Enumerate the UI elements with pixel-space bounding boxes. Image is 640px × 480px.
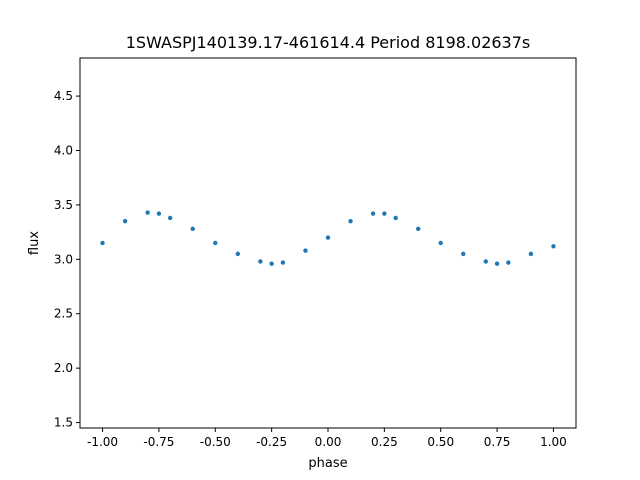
data-point xyxy=(167,215,173,221)
data-point xyxy=(100,240,105,246)
x-tick-label: -0.25 xyxy=(256,435,287,449)
x-axis-label: phase xyxy=(308,456,347,471)
x-tick-label: 1.00 xyxy=(540,435,567,449)
data-point xyxy=(415,226,421,232)
scatter-points xyxy=(100,210,556,266)
x-tick-label: -0.75 xyxy=(143,435,174,449)
x-tick-label: 0.25 xyxy=(371,435,398,449)
data-point xyxy=(145,210,150,215)
data-point xyxy=(280,260,286,265)
data-point xyxy=(348,219,353,224)
data-point xyxy=(156,211,162,216)
y-tick-label: 2.5 xyxy=(54,307,73,321)
y-axis: 1.5 2.0 2.5 3.0 3.5 4.0 4.5 xyxy=(54,89,80,430)
data-point xyxy=(528,251,534,257)
y-tick-label: 4.0 xyxy=(54,144,73,158)
x-tick-label: -1.00 xyxy=(87,435,118,449)
data-point xyxy=(258,259,263,264)
y-tick-label: 4.5 xyxy=(54,89,73,103)
data-point xyxy=(494,261,500,266)
y-tick-label: 2.0 xyxy=(54,361,73,375)
y-tick-label: 3.5 xyxy=(54,198,73,212)
y-tick-label: 3.0 xyxy=(54,252,73,266)
x-tick-label: 0.00 xyxy=(315,435,342,449)
data-point xyxy=(370,211,376,216)
data-point xyxy=(393,215,398,221)
data-point xyxy=(461,251,466,257)
data-point xyxy=(382,211,387,216)
y-axis-label: flux xyxy=(27,231,42,255)
data-point xyxy=(551,244,556,249)
data-point xyxy=(483,259,489,264)
chart-title: 1SWASPJ140139.17-461614.4 Period 8198.02… xyxy=(126,33,531,52)
data-point xyxy=(303,248,308,253)
x-tick-label: 0.75 xyxy=(484,435,511,449)
data-point xyxy=(506,260,511,265)
x-axis: -1.00 -0.75 -0.50 -0.25 0.00 0.25 0.50 0.75 1.00 xyxy=(87,428,567,449)
data-point xyxy=(438,240,443,246)
y-tick-label: 1.5 xyxy=(54,416,73,430)
x-tick-label: 0.50 xyxy=(427,435,454,449)
x-tick-label: -0.50 xyxy=(200,435,231,449)
data-point xyxy=(269,261,274,266)
data-point xyxy=(325,235,331,240)
data-point xyxy=(213,240,218,246)
axes-frame xyxy=(79,57,577,429)
data-point xyxy=(235,251,241,257)
data-point xyxy=(122,219,128,224)
data-point xyxy=(190,226,195,232)
